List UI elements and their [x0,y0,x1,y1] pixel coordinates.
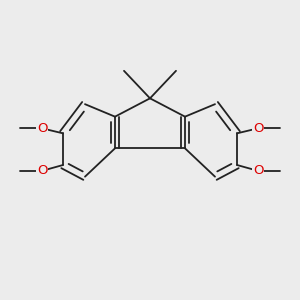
Text: O: O [253,122,263,135]
Text: O: O [37,122,47,135]
Text: O: O [253,164,263,177]
Text: O: O [37,164,47,177]
